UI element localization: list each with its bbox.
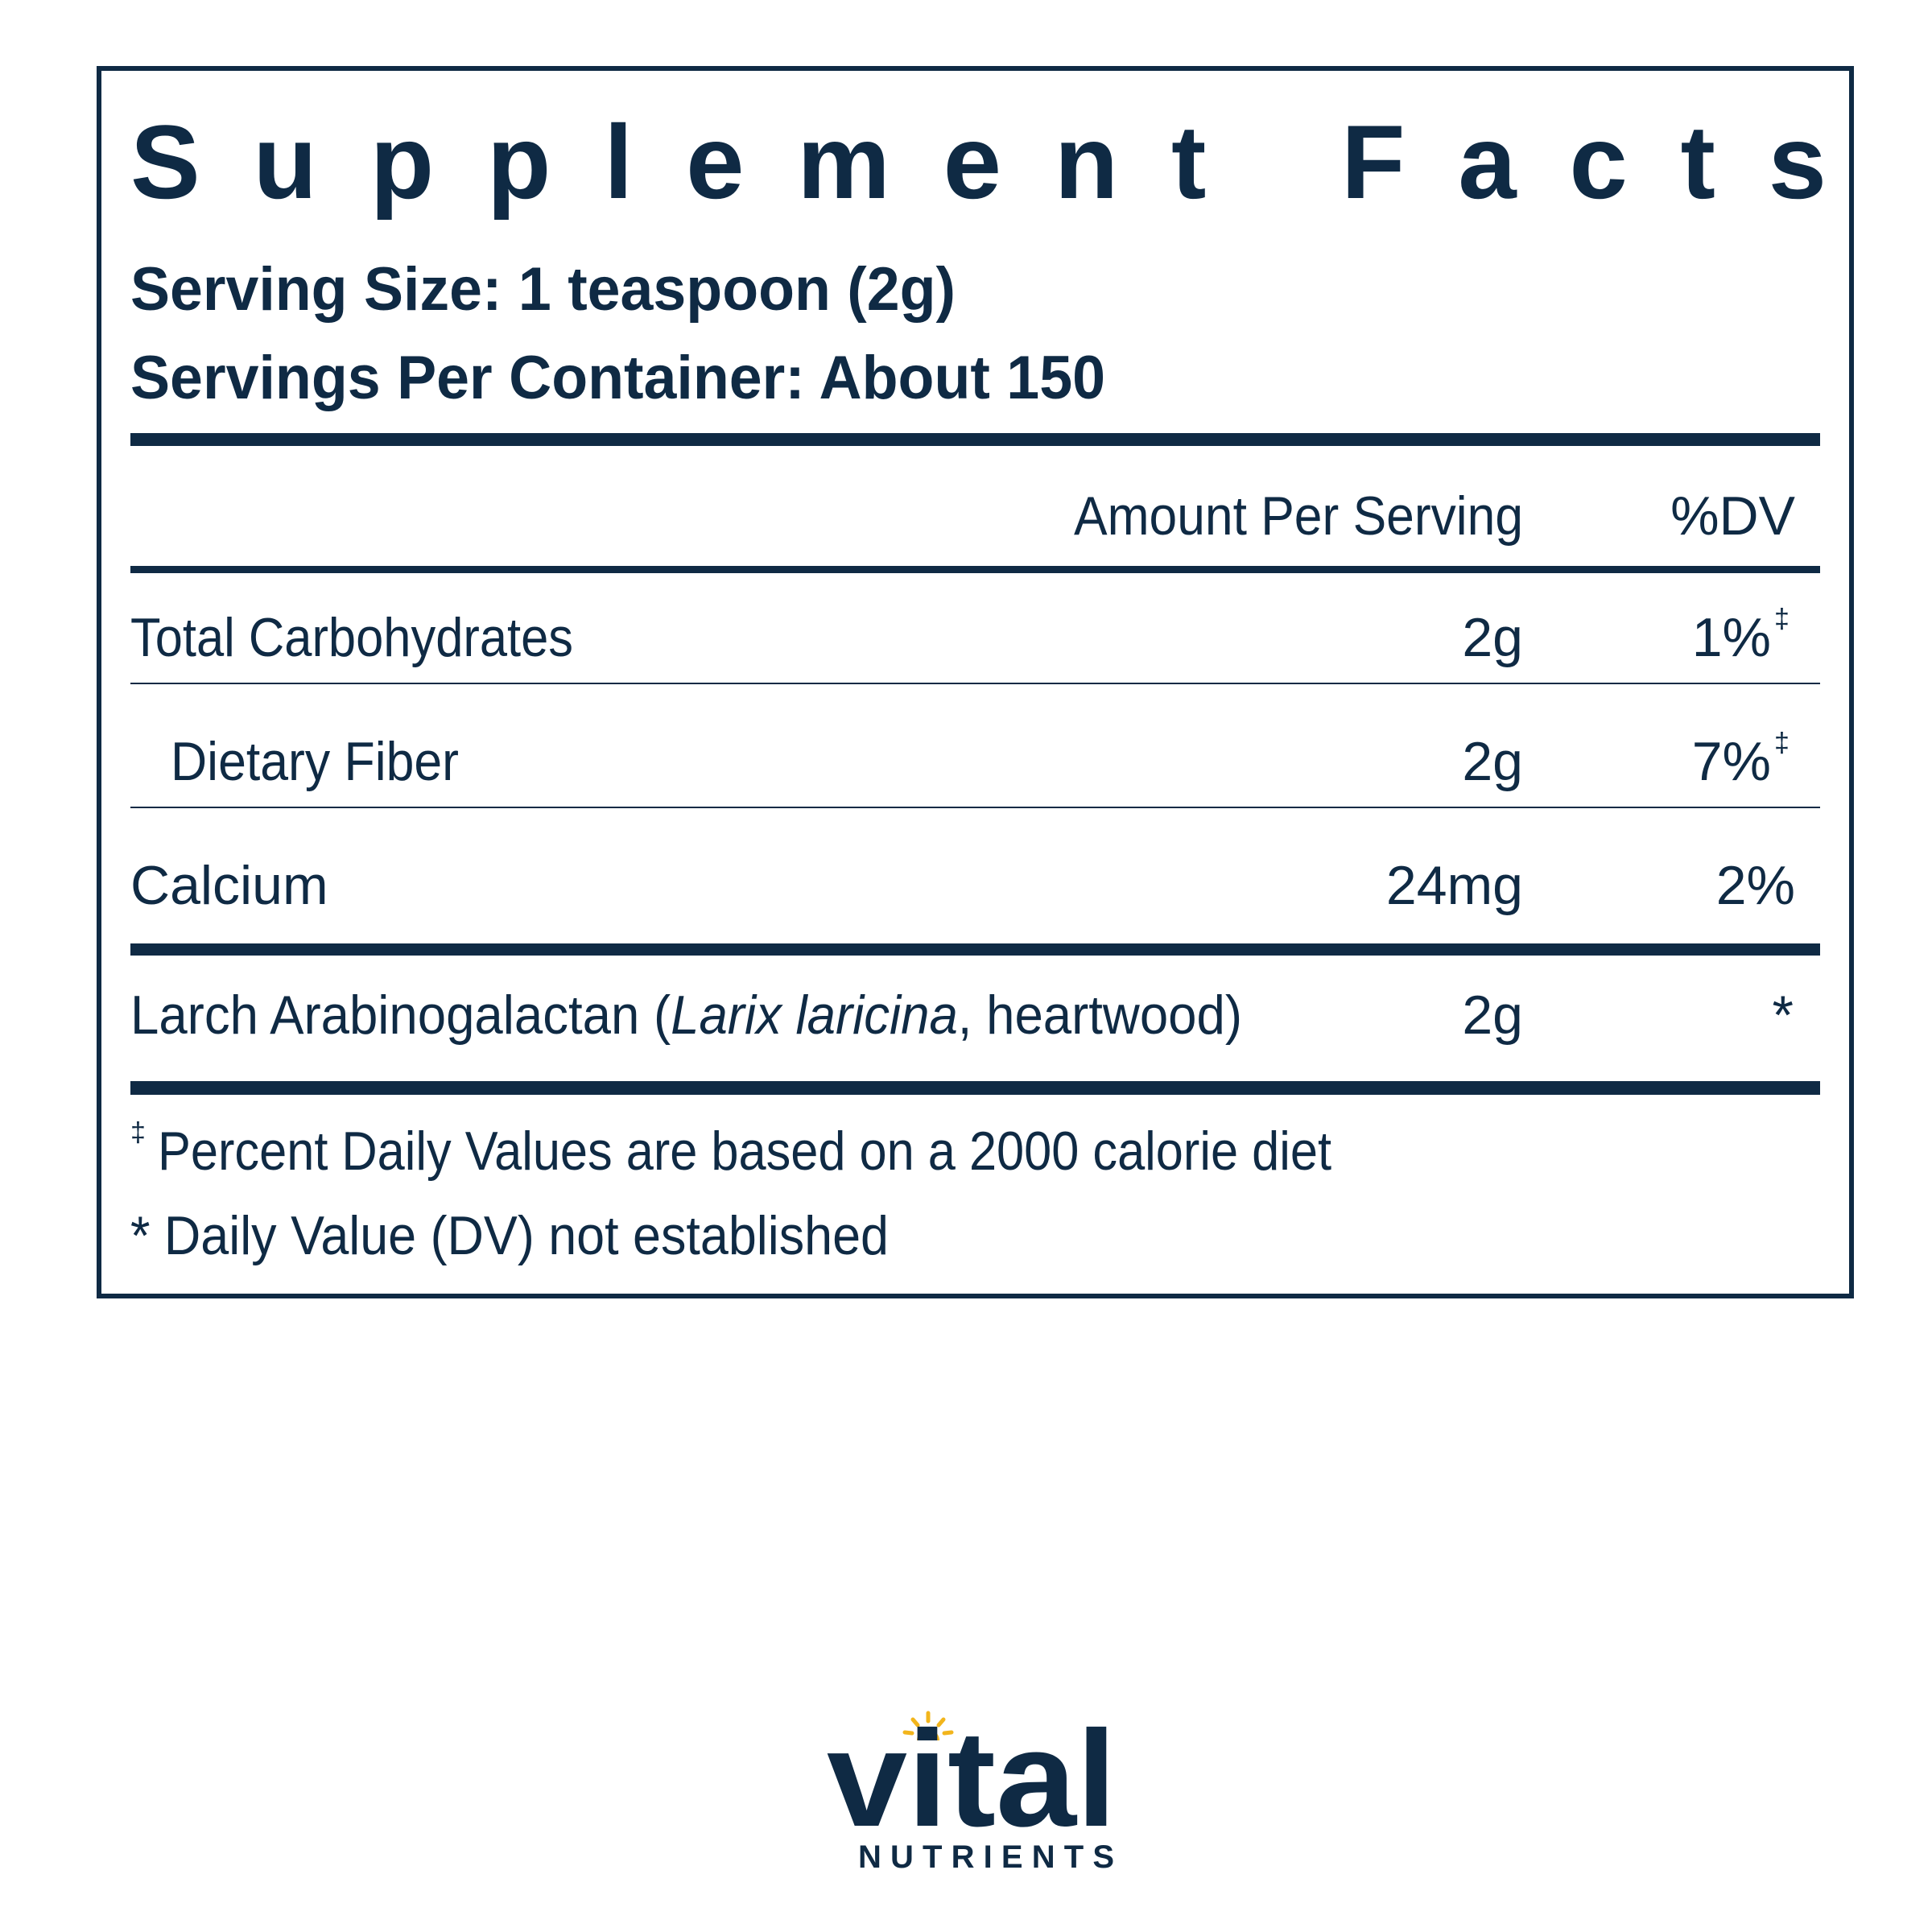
footnote-mark: ‡	[130, 1117, 146, 1148]
amount: 2g	[1462, 731, 1523, 792]
column-header: Amount Per Serving	[1074, 485, 1523, 547]
thick-rule	[130, 943, 1820, 956]
logo-tagline: NUTRIENTS	[858, 1839, 1114, 1875]
rule	[130, 566, 1820, 573]
logo-sun-disc	[917, 1729, 939, 1740]
daily-value: *	[1773, 985, 1794, 1046]
thin-rule	[130, 683, 1820, 684]
servings-per-container: Servings Per Container: About 150	[130, 344, 1105, 412]
nutrient-name: Calcium	[130, 855, 328, 916]
dv-mark: ‡	[1774, 604, 1790, 634]
amount: 2g	[1462, 985, 1523, 1046]
daily-value: 1%	[1692, 607, 1771, 668]
dv-mark: ‡	[1774, 728, 1790, 758]
name-part: Larix laricina	[671, 985, 958, 1046]
nutrient-name: Larch Arabinogalactan (Larix laricina, h…	[130, 985, 1242, 1046]
daily-value: 7%	[1692, 731, 1771, 792]
nutrient-name: Total Carbohydrates	[130, 607, 573, 668]
amount: 2g	[1462, 607, 1523, 668]
title: Supplement Facts	[130, 103, 1827, 221]
daily-value: 2%	[1716, 855, 1795, 916]
thin-rule	[130, 807, 1820, 808]
name-part: , heartwood)	[958, 985, 1242, 1046]
thick-rule	[130, 433, 1820, 446]
logo-sun	[902, 1711, 954, 1736]
name-part: Larch Arabinogalactan (	[130, 985, 671, 1046]
serving-size: Serving Size: 1 teaspoon (2g)	[130, 255, 956, 324]
column-header: %DV	[1670, 485, 1796, 547]
logo-brand: vital	[827, 1703, 1117, 1856]
footnote: Percent Daily Values are based on a 2000…	[158, 1121, 1331, 1182]
nutrient-name: Dietary Fiber	[171, 731, 459, 792]
thick-rule	[130, 1081, 1820, 1095]
amount: 24mg	[1386, 855, 1523, 916]
footnote: * Daily Value (DV) not established	[130, 1205, 889, 1266]
label-border	[97, 66, 1854, 1298]
